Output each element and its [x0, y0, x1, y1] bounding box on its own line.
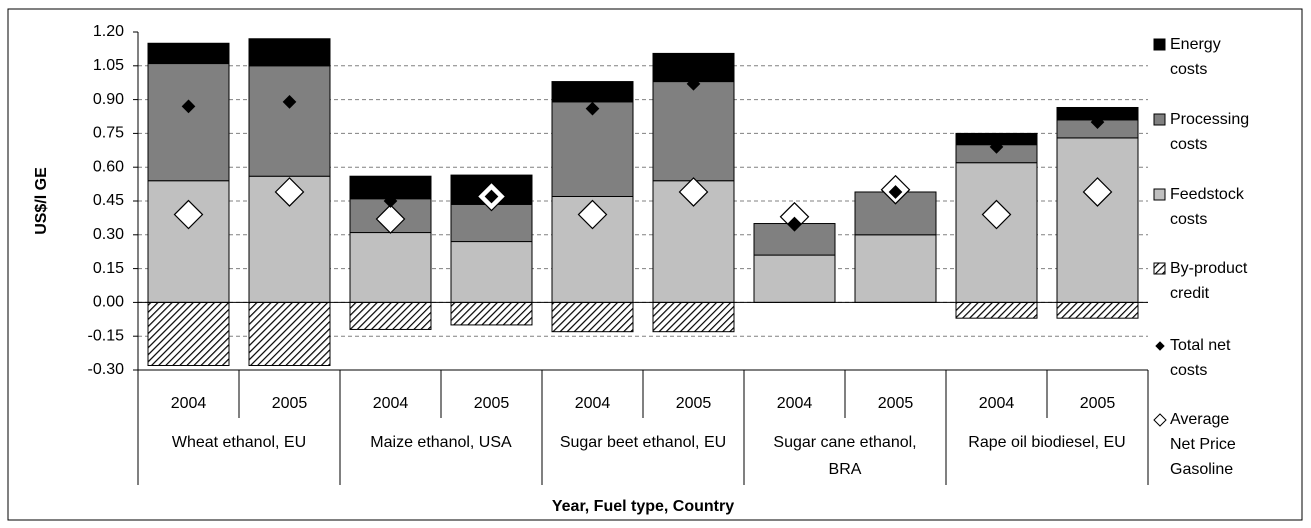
marker — [484, 189, 499, 204]
x-tick-label: 2004 — [171, 395, 207, 412]
bar-segment — [147, 180, 230, 303]
legend-label: By-product credit — [1170, 260, 1248, 302]
marker — [383, 194, 398, 208]
y-tick-label: 0.45 — [93, 192, 124, 209]
x-tick-label: 2005 — [1080, 395, 1116, 412]
marker — [282, 95, 297, 109]
bar-segment — [147, 301, 230, 366]
bar-segment — [753, 254, 836, 303]
bar-segment — [652, 301, 735, 333]
marker — [181, 99, 196, 114]
bar-segment — [1056, 301, 1139, 319]
marker — [375, 204, 406, 234]
marker — [678, 177, 709, 207]
x-tick-label: 2005 — [676, 395, 712, 412]
frame — [7, 8, 1303, 521]
legend-swatch — [1153, 38, 1166, 51]
x-tick-label: 2005 — [474, 395, 510, 412]
legend-swatch — [1153, 188, 1166, 201]
x-axis-title: Year, Fuel type, Country — [552, 498, 734, 515]
marker — [577, 199, 608, 230]
y-tick-label: 0.90 — [93, 91, 124, 108]
legend-label: Feedstock costs — [1170, 186, 1244, 228]
bar-segment — [551, 101, 634, 197]
bar-segment — [450, 241, 533, 303]
legend-label: Total net costs — [1170, 337, 1231, 379]
bar-segment — [1056, 137, 1139, 303]
marker — [981, 199, 1012, 230]
group-label: Wheat ethanol, EU — [171, 434, 307, 451]
bar-segment — [854, 234, 937, 303]
bar-segment — [248, 65, 331, 177]
y-tick-label: 0.15 — [93, 260, 124, 277]
x-tick-label: 2005 — [878, 395, 914, 412]
y-tick-label: 1.05 — [93, 57, 124, 74]
bar-segment — [955, 162, 1038, 303]
marker — [1082, 177, 1113, 207]
marker — [1090, 115, 1105, 129]
legend-swatch — [1153, 113, 1166, 126]
y-tick-label: -0.30 — [88, 361, 125, 378]
marker — [787, 216, 802, 231]
marker — [173, 199, 204, 230]
y-tick-label: 0.75 — [93, 125, 124, 142]
x-tick-label: 2004 — [373, 395, 409, 412]
marker — [585, 101, 600, 116]
bar-segment — [450, 301, 533, 326]
x-tick-label: 2004 — [979, 395, 1015, 412]
bar-segment — [551, 81, 634, 103]
y-tick-label: 0.30 — [93, 226, 124, 243]
marker — [274, 177, 305, 207]
bar-segment — [349, 232, 432, 303]
legend-label: Energy costs — [1170, 36, 1221, 78]
bar-segment — [652, 81, 735, 182]
bar-segment — [652, 52, 735, 83]
x-tick-label: 2004 — [777, 395, 813, 412]
bar-segment — [147, 63, 230, 182]
bar-segment — [955, 301, 1038, 319]
x-tick-label: 2004 — [575, 395, 611, 412]
legend-swatch — [1153, 262, 1166, 275]
y-tick-label: -0.15 — [88, 327, 125, 344]
marker — [686, 76, 701, 91]
y-tick-label: 1.20 — [93, 23, 124, 40]
bar-segment — [147, 42, 230, 65]
group-label: Sugar beet ethanol, EU — [559, 434, 727, 451]
marker — [888, 185, 903, 199]
marker — [989, 140, 1004, 154]
bar-segment — [551, 301, 634, 333]
y-tick-label: 0.00 — [93, 294, 124, 311]
legend-swatch — [1155, 341, 1165, 351]
group-label: Maize ethanol, USA — [370, 434, 512, 451]
y-axis-title: US$/l GE — [33, 167, 50, 235]
legend-label: Average Net Price Gasoline — [1170, 411, 1236, 478]
x-tick-label: 2005 — [272, 395, 308, 412]
group-label: Sugar cane ethanol, BRA — [773, 434, 917, 478]
bar-segment — [248, 38, 331, 67]
bar-segment — [248, 301, 331, 366]
bar-segment — [349, 301, 432, 330]
legend-label: Processing costs — [1170, 111, 1250, 153]
group-label: Rape oil biodiesel, EU — [968, 434, 1126, 451]
y-tick-label: 0.60 — [93, 158, 124, 175]
legend-swatch — [1153, 413, 1167, 427]
